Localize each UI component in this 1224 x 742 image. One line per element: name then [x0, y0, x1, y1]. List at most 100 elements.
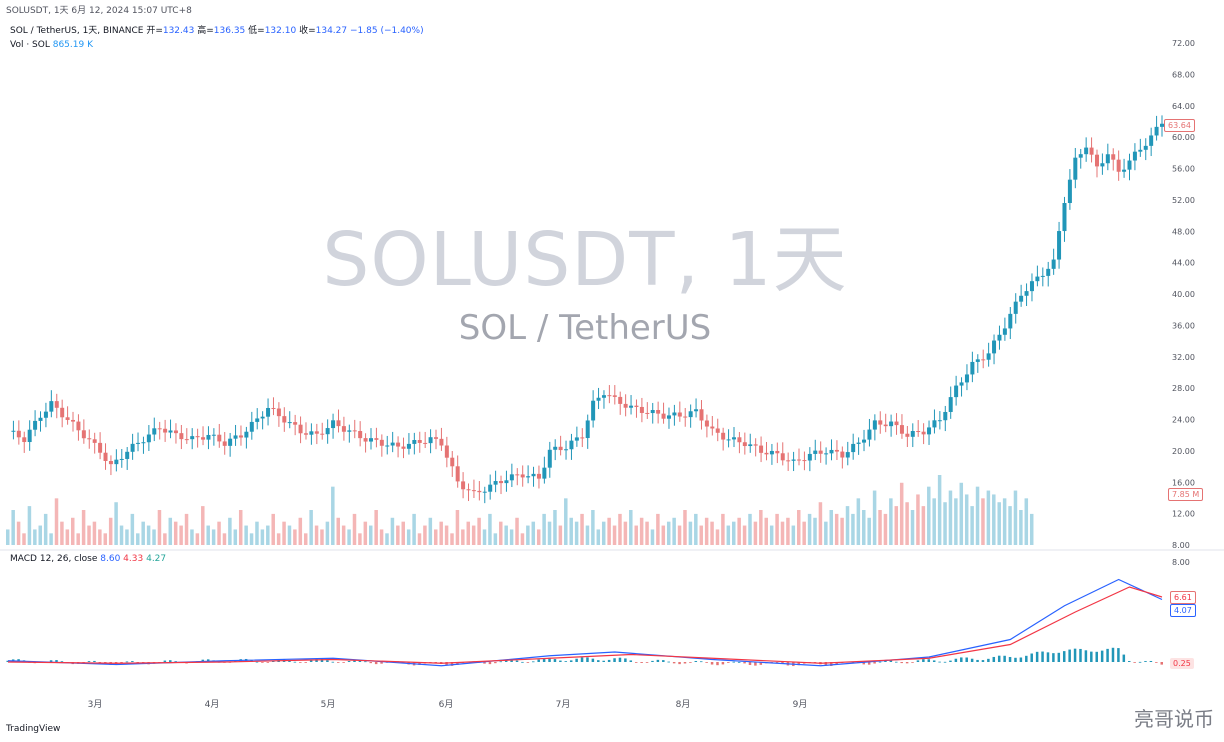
- volume-bar: [1024, 498, 1029, 545]
- candle-body: [298, 424, 303, 434]
- volume-bar: [580, 513, 584, 545]
- candle-body: [683, 416, 688, 418]
- macd-hist-bar: [1057, 652, 1061, 662]
- volume-bar: [65, 529, 70, 545]
- volume-bar: [601, 521, 606, 545]
- high-label: 高=: [197, 26, 214, 36]
- volume-bar: [428, 517, 433, 545]
- macd-hist-bar: [450, 662, 454, 666]
- volume-bar: [894, 506, 899, 545]
- volume-bar: [981, 498, 985, 545]
- candle-body: [76, 421, 81, 431]
- volume-bar: [455, 510, 460, 545]
- candle-body: [694, 409, 699, 412]
- macd-hist-bar: [781, 662, 784, 664]
- volume-bar: [677, 525, 682, 545]
- volume-bar: [92, 521, 97, 545]
- volume-bar: [731, 521, 736, 545]
- time-tick-label: 7月: [556, 699, 571, 710]
- top-bar: SOLUSDT, 1天 6月 12, 2024 15:07 UTC+8: [6, 6, 192, 16]
- candle-body: [136, 442, 141, 444]
- tradingview-logo[interactable]: TradingView: [6, 724, 60, 734]
- candle-body: [677, 412, 682, 417]
- macd-hist-bar: [873, 662, 876, 664]
- volume-bar: [639, 517, 644, 545]
- macd-hist-bar: [331, 661, 335, 663]
- price-tick-label: 60.00: [1172, 133, 1195, 142]
- volume-bar: [358, 533, 362, 545]
- volume-bar: [54, 498, 59, 545]
- macd-hist-bar: [1106, 648, 1109, 662]
- volume-bar: [11, 510, 15, 545]
- volume-bar: [905, 502, 909, 545]
- close-value: 134.27: [315, 26, 348, 36]
- candle-body: [872, 420, 877, 430]
- candle-body: [699, 409, 704, 421]
- candle-body: [1046, 268, 1051, 276]
- candle-body: [206, 434, 211, 440]
- candle-body: [1067, 179, 1072, 204]
- candle-body: [455, 466, 460, 482]
- volume-bar: [103, 533, 108, 545]
- volume-bar: [320, 529, 324, 545]
- macd-hist-bar: [87, 661, 91, 662]
- candle-body: [1149, 135, 1154, 146]
- candle-body: [314, 431, 319, 434]
- volume-bar: [623, 521, 628, 545]
- volume-value: 865.19 K: [52, 40, 93, 50]
- candle-body: [434, 437, 439, 439]
- candle-body: [726, 439, 731, 441]
- volume-bar: [927, 486, 931, 545]
- volume-bar: [797, 510, 801, 545]
- candle-body: [103, 452, 108, 462]
- candle-body: [38, 417, 43, 421]
- macd-hist-bar: [922, 659, 925, 662]
- macd-hist-bar: [949, 660, 952, 662]
- macd-hist-bar: [667, 661, 670, 663]
- volume-bar: [704, 517, 709, 545]
- candle-body: [49, 401, 54, 412]
- candle-body: [1040, 275, 1045, 277]
- macd-hist-bar: [163, 660, 167, 662]
- candle-body: [710, 426, 715, 429]
- volume-bar: [114, 502, 118, 545]
- candle-body: [493, 481, 498, 485]
- volume-bar: [341, 525, 346, 545]
- candle-body: [293, 422, 298, 425]
- volume-bar: [802, 521, 806, 545]
- candle-body: [1111, 154, 1116, 160]
- macd-hist-bar: [559, 660, 562, 662]
- macd-hist-bar: [575, 658, 578, 662]
- candle-body: [363, 438, 368, 442]
- volume-bar: [553, 510, 557, 545]
- volume-bar: [564, 498, 568, 545]
- candle-body: [352, 430, 357, 432]
- macd-hist-bar: [987, 658, 990, 662]
- volume-bar: [222, 533, 227, 545]
- macd-hist-bar: [775, 662, 779, 663]
- candle-body: [1029, 281, 1034, 292]
- candle-body: [1035, 276, 1040, 282]
- macd-hist-bar: [380, 662, 383, 664]
- candle-body: [282, 416, 287, 423]
- volume-bar: [6, 529, 10, 545]
- candle-body: [390, 442, 395, 446]
- volume-bar: [412, 513, 416, 545]
- candle-body: [255, 418, 260, 422]
- candle-body: [948, 397, 953, 412]
- macd-hist-bar: [1155, 662, 1158, 663]
- macd-hist-bar: [6, 660, 9, 662]
- candle-body: [618, 396, 623, 404]
- macd-label: MACD 12, 26, close: [10, 554, 98, 564]
- macd-hist-bar: [201, 659, 205, 662]
- symbol-legend: SOL / TetherUS, 1天, BINANCE 开=132.43 高=1…: [10, 26, 424, 37]
- macd-hist-bar: [927, 659, 931, 662]
- candle-body: [910, 431, 915, 437]
- macd-hist-bar: [1008, 656, 1012, 662]
- volume-bar: [228, 517, 232, 545]
- candle-body: [347, 430, 352, 432]
- volume-bar: [1013, 490, 1018, 545]
- candle-body: [141, 442, 146, 444]
- volume-bar: [807, 513, 812, 545]
